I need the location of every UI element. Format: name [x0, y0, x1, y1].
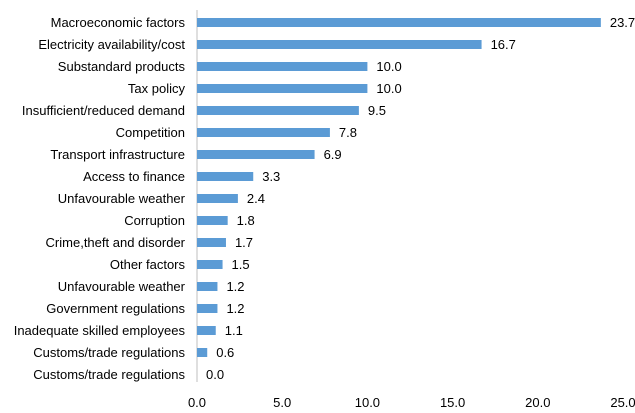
bar [197, 172, 254, 181]
data-label: 0.0 [206, 367, 224, 382]
data-label: 9.5 [368, 103, 386, 118]
category-label: Government regulations [46, 301, 185, 316]
data-label: 23.7 [610, 15, 635, 30]
bar [197, 238, 226, 247]
category-label: Unfavourable weather [58, 191, 186, 206]
bar [197, 18, 601, 27]
category-label: Tax policy [128, 81, 186, 96]
data-label: 2.4 [247, 191, 265, 206]
data-label: 1.2 [226, 279, 244, 294]
category-label: Competition [116, 125, 185, 140]
data-label: 6.9 [324, 147, 342, 162]
data-label: 16.7 [491, 37, 516, 52]
data-label: 10.0 [376, 81, 401, 96]
category-label: Customs/trade regulations [33, 345, 185, 360]
category-label: Access to finance [83, 169, 185, 184]
data-label: 1.1 [225, 323, 243, 338]
data-label: 0.6 [216, 345, 234, 360]
bar [197, 106, 359, 115]
bar [197, 348, 208, 357]
data-label: 10.0 [376, 59, 401, 74]
x-tick-label: 5.0 [273, 395, 291, 408]
x-tick-label: 10.0 [355, 395, 380, 408]
category-label: Other factors [110, 257, 186, 272]
category-label: Customs/trade regulations [33, 367, 185, 382]
data-label: 1.2 [226, 301, 244, 316]
bar [197, 326, 216, 335]
category-label: Crime,theft and disorder [46, 235, 186, 250]
bar [197, 84, 368, 93]
bar [197, 62, 368, 71]
category-label: Electricity availability/cost [38, 37, 185, 52]
category-label: Insufficient/reduced demand [22, 103, 185, 118]
category-label: Transport infrastructure [50, 147, 185, 162]
bar [197, 194, 238, 203]
category-label: Macroeconomic factors [51, 15, 186, 30]
bar [197, 216, 228, 225]
data-label: 1.7 [235, 235, 253, 250]
data-label: 7.8 [339, 125, 357, 140]
data-label: 1.5 [232, 257, 250, 272]
data-label: 1.8 [237, 213, 255, 228]
bar [197, 260, 223, 269]
data-label: 3.3 [262, 169, 280, 184]
bar [197, 282, 218, 291]
bar [197, 304, 218, 313]
x-tick-label: 0.0 [188, 395, 206, 408]
category-label: Substandard products [58, 59, 186, 74]
x-tick-label: 20.0 [525, 395, 550, 408]
category-label: Corruption [124, 213, 185, 228]
x-tick-label: 25.0 [610, 395, 635, 408]
bar [197, 150, 315, 159]
x-tick-label: 15.0 [440, 395, 465, 408]
bar [197, 128, 330, 137]
category-label: Inadequate skilled employees [14, 323, 186, 338]
bar [197, 40, 482, 49]
category-label: Unfavourable weather [58, 279, 186, 294]
